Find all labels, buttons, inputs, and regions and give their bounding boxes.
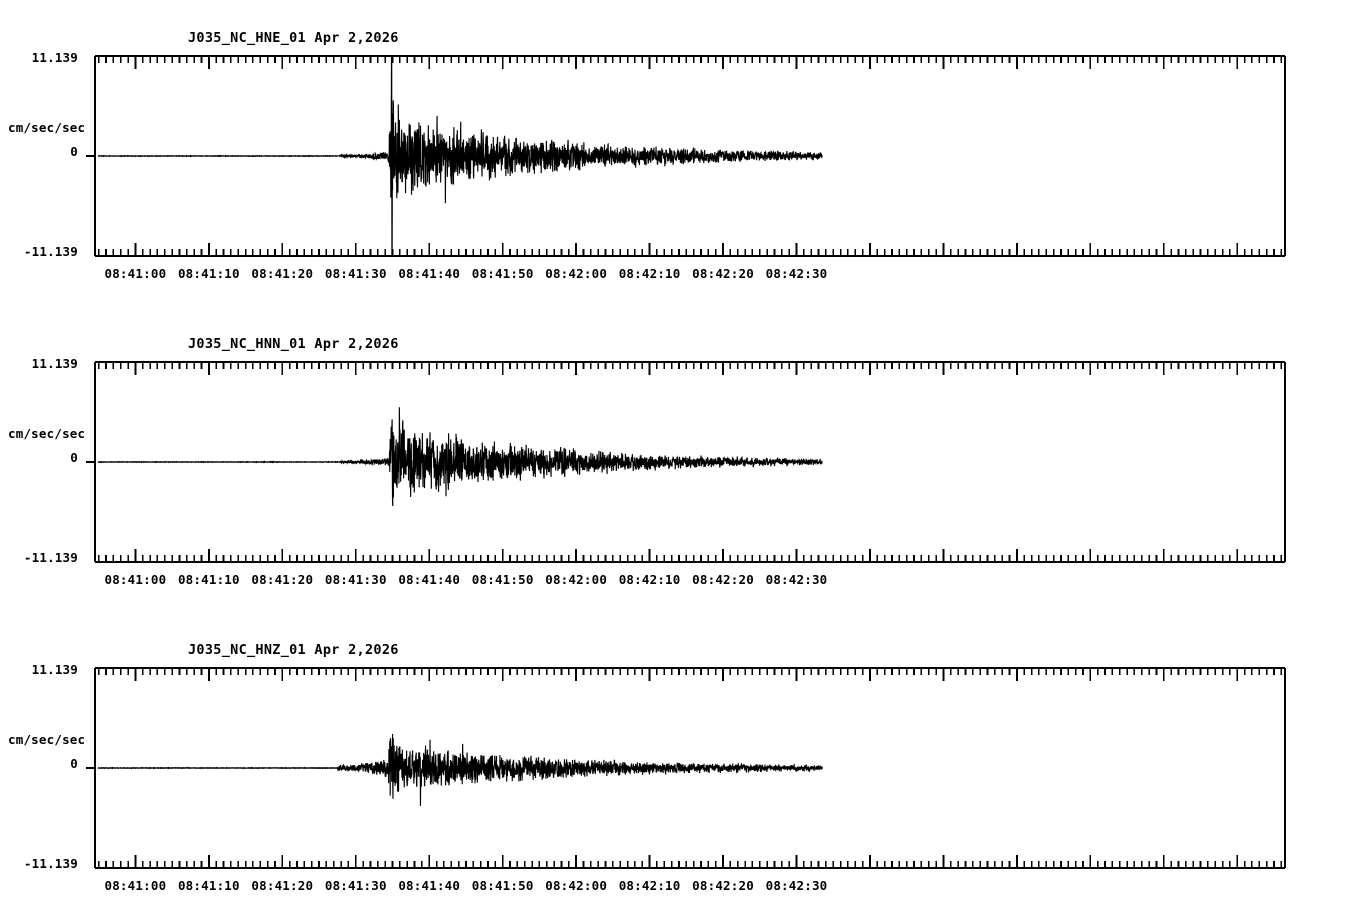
x-tick-label: 08:42:10 <box>619 572 681 587</box>
x-tick-label: 08:41:30 <box>325 878 387 893</box>
panel-ticks-hnz <box>86 668 1283 868</box>
x-tick-label: 08:42:30 <box>766 878 828 893</box>
x-tick-label: 08:41:40 <box>398 572 460 587</box>
x-tick-label: 08:41:40 <box>398 266 460 281</box>
x-tick-label: 08:41:40 <box>398 878 460 893</box>
panel-hnn-svg: J035_NC_HNN_01 Apr 2,2026 cm/sec/sec 11.… <box>8 336 1286 587</box>
x-tick-label: 08:42:00 <box>545 878 607 893</box>
panel-xlabels-hnn: 08:41:00 08:41:10 08:41:20 08:41:30 08:41:40… <box>104 572 827 587</box>
x-tick-label: 08:41:00 <box>104 266 166 281</box>
x-tick-label: 08:41:10 <box>178 572 240 587</box>
y-axis-label-hne: cm/sec/sec <box>8 120 85 135</box>
panel-xlabels-hne: 08:41:00 08:41:10 08:41:20 08:41:30 08:41:40… <box>104 266 827 281</box>
x-tick-label: 08:41:00 <box>104 572 166 587</box>
x-tick-label: 08:41:50 <box>472 572 534 587</box>
x-tick-label: 08:41:10 <box>178 878 240 893</box>
x-tick-label: 08:41:50 <box>472 266 534 281</box>
x-tick-label: 08:41:20 <box>251 572 313 587</box>
panel-title-hne: J035_NC_HNE_01 Apr 2,2026 <box>188 30 399 46</box>
y-tick-zero-hnz: 0 <box>70 756 78 771</box>
panel-hnn: J035_NC_HNN_01 Apr 2,2026 cm/sec/sec 11.… <box>0 306 1358 612</box>
waveform-trace-hnz <box>97 733 823 806</box>
panel-title-hnn: J035_NC_HNN_01 Apr 2,2026 <box>188 336 399 352</box>
y-tick-max-hne: 11.139 <box>32 50 78 65</box>
x-tick-label: 08:41:20 <box>251 878 313 893</box>
panel-title-hnz: J035_NC_HNZ_01 Apr 2,2026 <box>188 642 399 658</box>
panel-hne-svg: J035_NC_HNE_01 Apr 2,2026 cm/sec/sec 11.… <box>8 30 1286 281</box>
x-tick-label: 08:42:30 <box>766 266 828 281</box>
waveform-trace-hne <box>97 56 823 256</box>
y-tick-min-hnn: -11.139 <box>24 550 78 565</box>
panel-ticks-hne <box>86 56 1283 256</box>
y-tick-zero-hne: 0 <box>70 144 78 159</box>
x-tick-label: 08:42:10 <box>619 878 681 893</box>
panel-hnz: J035_NC_HNZ_01 Apr 2,2026 cm/sec/sec 11.… <box>0 612 1358 924</box>
panel-ticks-hnn <box>86 362 1283 562</box>
x-tick-label: 08:42:00 <box>545 266 607 281</box>
x-tick-label: 08:41:30 <box>325 266 387 281</box>
x-tick-label: 08:42:30 <box>766 572 828 587</box>
x-tick-label: 08:42:10 <box>619 266 681 281</box>
y-tick-min-hnz: -11.139 <box>24 856 78 871</box>
x-tick-label: 08:41:20 <box>251 266 313 281</box>
x-tick-label: 08:41:30 <box>325 572 387 587</box>
x-tick-label: 08:42:20 <box>692 266 754 281</box>
x-tick-label: 08:42:20 <box>692 878 754 893</box>
y-tick-zero-hnn: 0 <box>70 450 78 465</box>
y-tick-min-hne: -11.139 <box>24 244 78 259</box>
panel-hne: J035_NC_HNE_01 Apr 2,2026 cm/sec/sec 11.… <box>0 0 1358 306</box>
panel-hnz-svg: J035_NC_HNZ_01 Apr 2,2026 cm/sec/sec 11.… <box>8 642 1286 893</box>
x-tick-label: 08:41:50 <box>472 878 534 893</box>
x-tick-label: 08:42:00 <box>545 572 607 587</box>
panel-frame-hnn <box>94 361 1286 563</box>
x-tick-label: 08:41:00 <box>104 878 166 893</box>
panel-xlabels-hnz: 08:41:00 08:41:10 08:41:20 08:41:30 08:41:40… <box>104 878 827 893</box>
x-tick-label: 08:42:20 <box>692 572 754 587</box>
y-axis-label-hnz: cm/sec/sec <box>8 732 85 747</box>
y-tick-max-hnn: 11.139 <box>32 356 78 371</box>
x-tick-label: 08:41:10 <box>178 266 240 281</box>
y-tick-max-hnz: 11.139 <box>32 662 78 677</box>
y-axis-label-hnn: cm/sec/sec <box>8 426 85 441</box>
waveform-trace-hnn <box>97 407 823 507</box>
